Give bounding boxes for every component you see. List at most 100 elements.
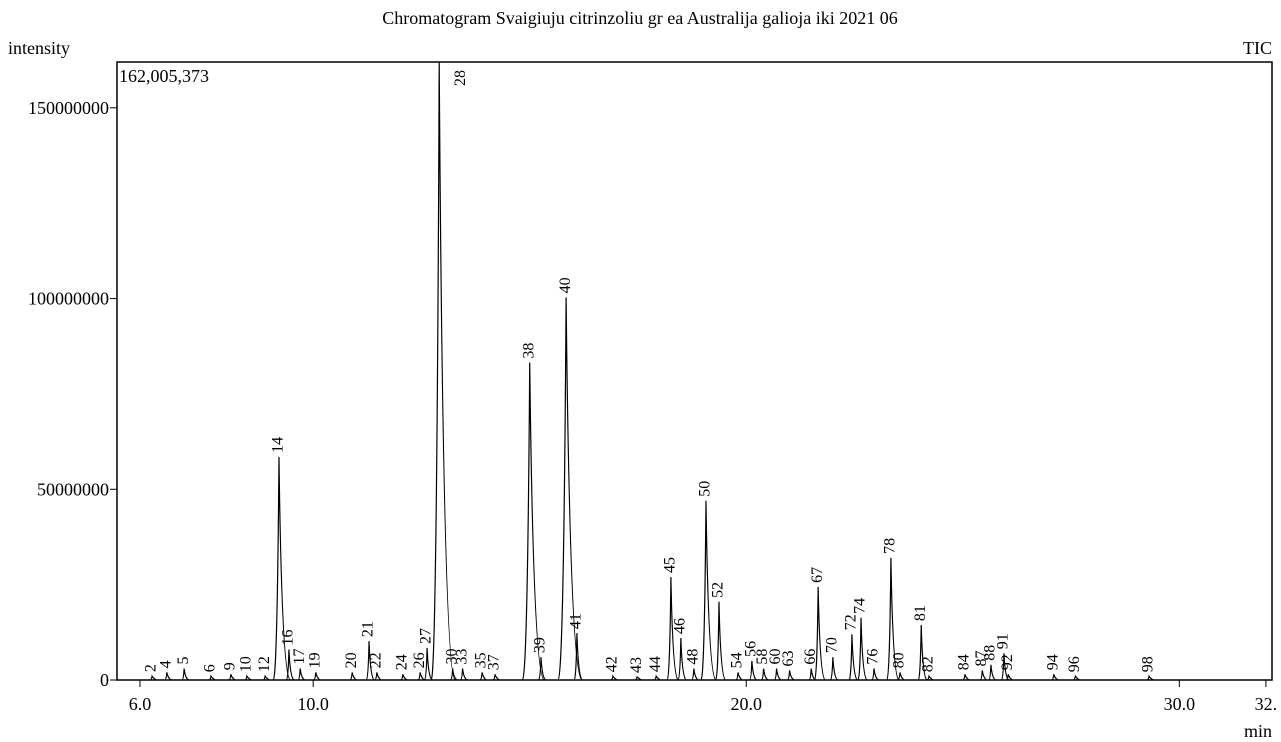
peaks [117,62,1272,681]
x-tick-label: 10.0 [297,694,329,714]
peak [761,668,769,681]
peak [897,672,905,681]
peak-label: 22 [368,652,385,668]
y-tick-label: 50000000 [37,479,109,499]
peak-label: 98 [1140,656,1157,672]
peak [962,674,970,681]
peak-label: 54 [729,652,746,668]
peak [700,500,717,681]
peak-label: 44 [647,656,664,672]
peak [654,674,661,681]
peak [871,668,879,681]
peak [349,672,357,681]
peak-label: 33 [453,649,470,665]
peak [735,672,743,681]
peak [748,660,757,681]
peak [228,674,236,681]
peak [988,664,996,681]
peak-label: 16 [280,629,297,645]
peak [857,617,868,681]
peak-label: 45 [662,557,679,573]
peak-label: 28 [452,70,469,86]
peak-label: 35 [473,652,490,668]
peak [1006,674,1013,681]
peak [537,657,547,681]
x-axis-label: min [1244,721,1272,741]
peak [1051,674,1059,681]
y-tick-label: 0 [100,670,109,690]
peak-label: 67 [809,567,826,583]
peak-label: 48 [685,649,702,665]
peak-label: 87 [973,650,990,666]
peak-label: 4 [157,660,174,668]
peak-label: 17 [291,649,308,665]
x-tick-label: 32. [1255,694,1278,714]
peak [691,668,699,681]
peak [400,674,408,681]
peak [917,625,928,681]
y-tick-label: 100000000 [28,289,109,309]
peak-label: 43 [628,657,645,673]
peak [979,670,987,681]
peak [610,674,618,681]
peak-label: 38 [520,343,537,359]
peak [417,672,425,681]
peak-label: 78 [882,538,899,554]
peak-label: 58 [754,649,771,665]
peak [813,586,826,681]
peak [829,657,839,681]
peak-label: 37 [486,654,503,670]
peak-label: 52 [710,582,727,598]
peak [181,668,189,681]
peak-label: 56 [743,641,760,657]
peak [149,674,157,681]
peak-label: 74 [852,598,869,614]
peak-label: 10 [238,656,255,672]
peak [666,576,679,681]
peak [208,674,216,681]
peak [244,674,252,681]
peak [164,672,172,681]
peak-label: 82 [920,656,937,672]
peak [430,62,456,681]
peak-label: 9 [222,662,239,670]
peak-label: 5 [175,657,192,665]
peak [677,638,687,681]
peak-label: 63 [780,650,797,666]
peak [492,674,500,681]
peak-label: 42 [604,656,621,672]
peak [365,641,375,681]
peak [1000,653,1010,681]
peak [272,456,291,681]
peak-label: 92 [999,654,1016,670]
peak-label: 80 [891,652,908,668]
peak-label: 60 [767,649,784,665]
peak [460,668,468,681]
peak [808,668,816,681]
max-intensity-label: 162,005,373 [119,66,209,86]
peak [313,672,321,681]
peak [450,668,458,681]
x-tick-label: 20.0 [731,694,763,714]
peak-label: 94 [1044,654,1061,670]
peak [573,633,583,681]
peak-label: 96 [1066,656,1083,672]
peak [285,649,295,681]
peak-label: 70 [824,637,841,653]
peak [297,668,305,681]
y-tick-label: 150000000 [28,98,109,118]
peak [374,672,382,681]
peak [423,647,433,681]
peak [1073,674,1080,681]
peak-label: 2 [143,664,160,672]
plot-frame [116,61,1273,681]
peak-label: 46 [672,618,689,634]
peak [848,634,858,681]
peak [634,675,642,681]
peak-label: 6 [202,664,219,672]
peak-label: 26 [411,652,428,668]
peak-label: 81 [912,605,929,621]
peak-label: 27 [418,628,435,644]
peak-label: 24 [393,654,410,670]
peak [774,668,782,681]
